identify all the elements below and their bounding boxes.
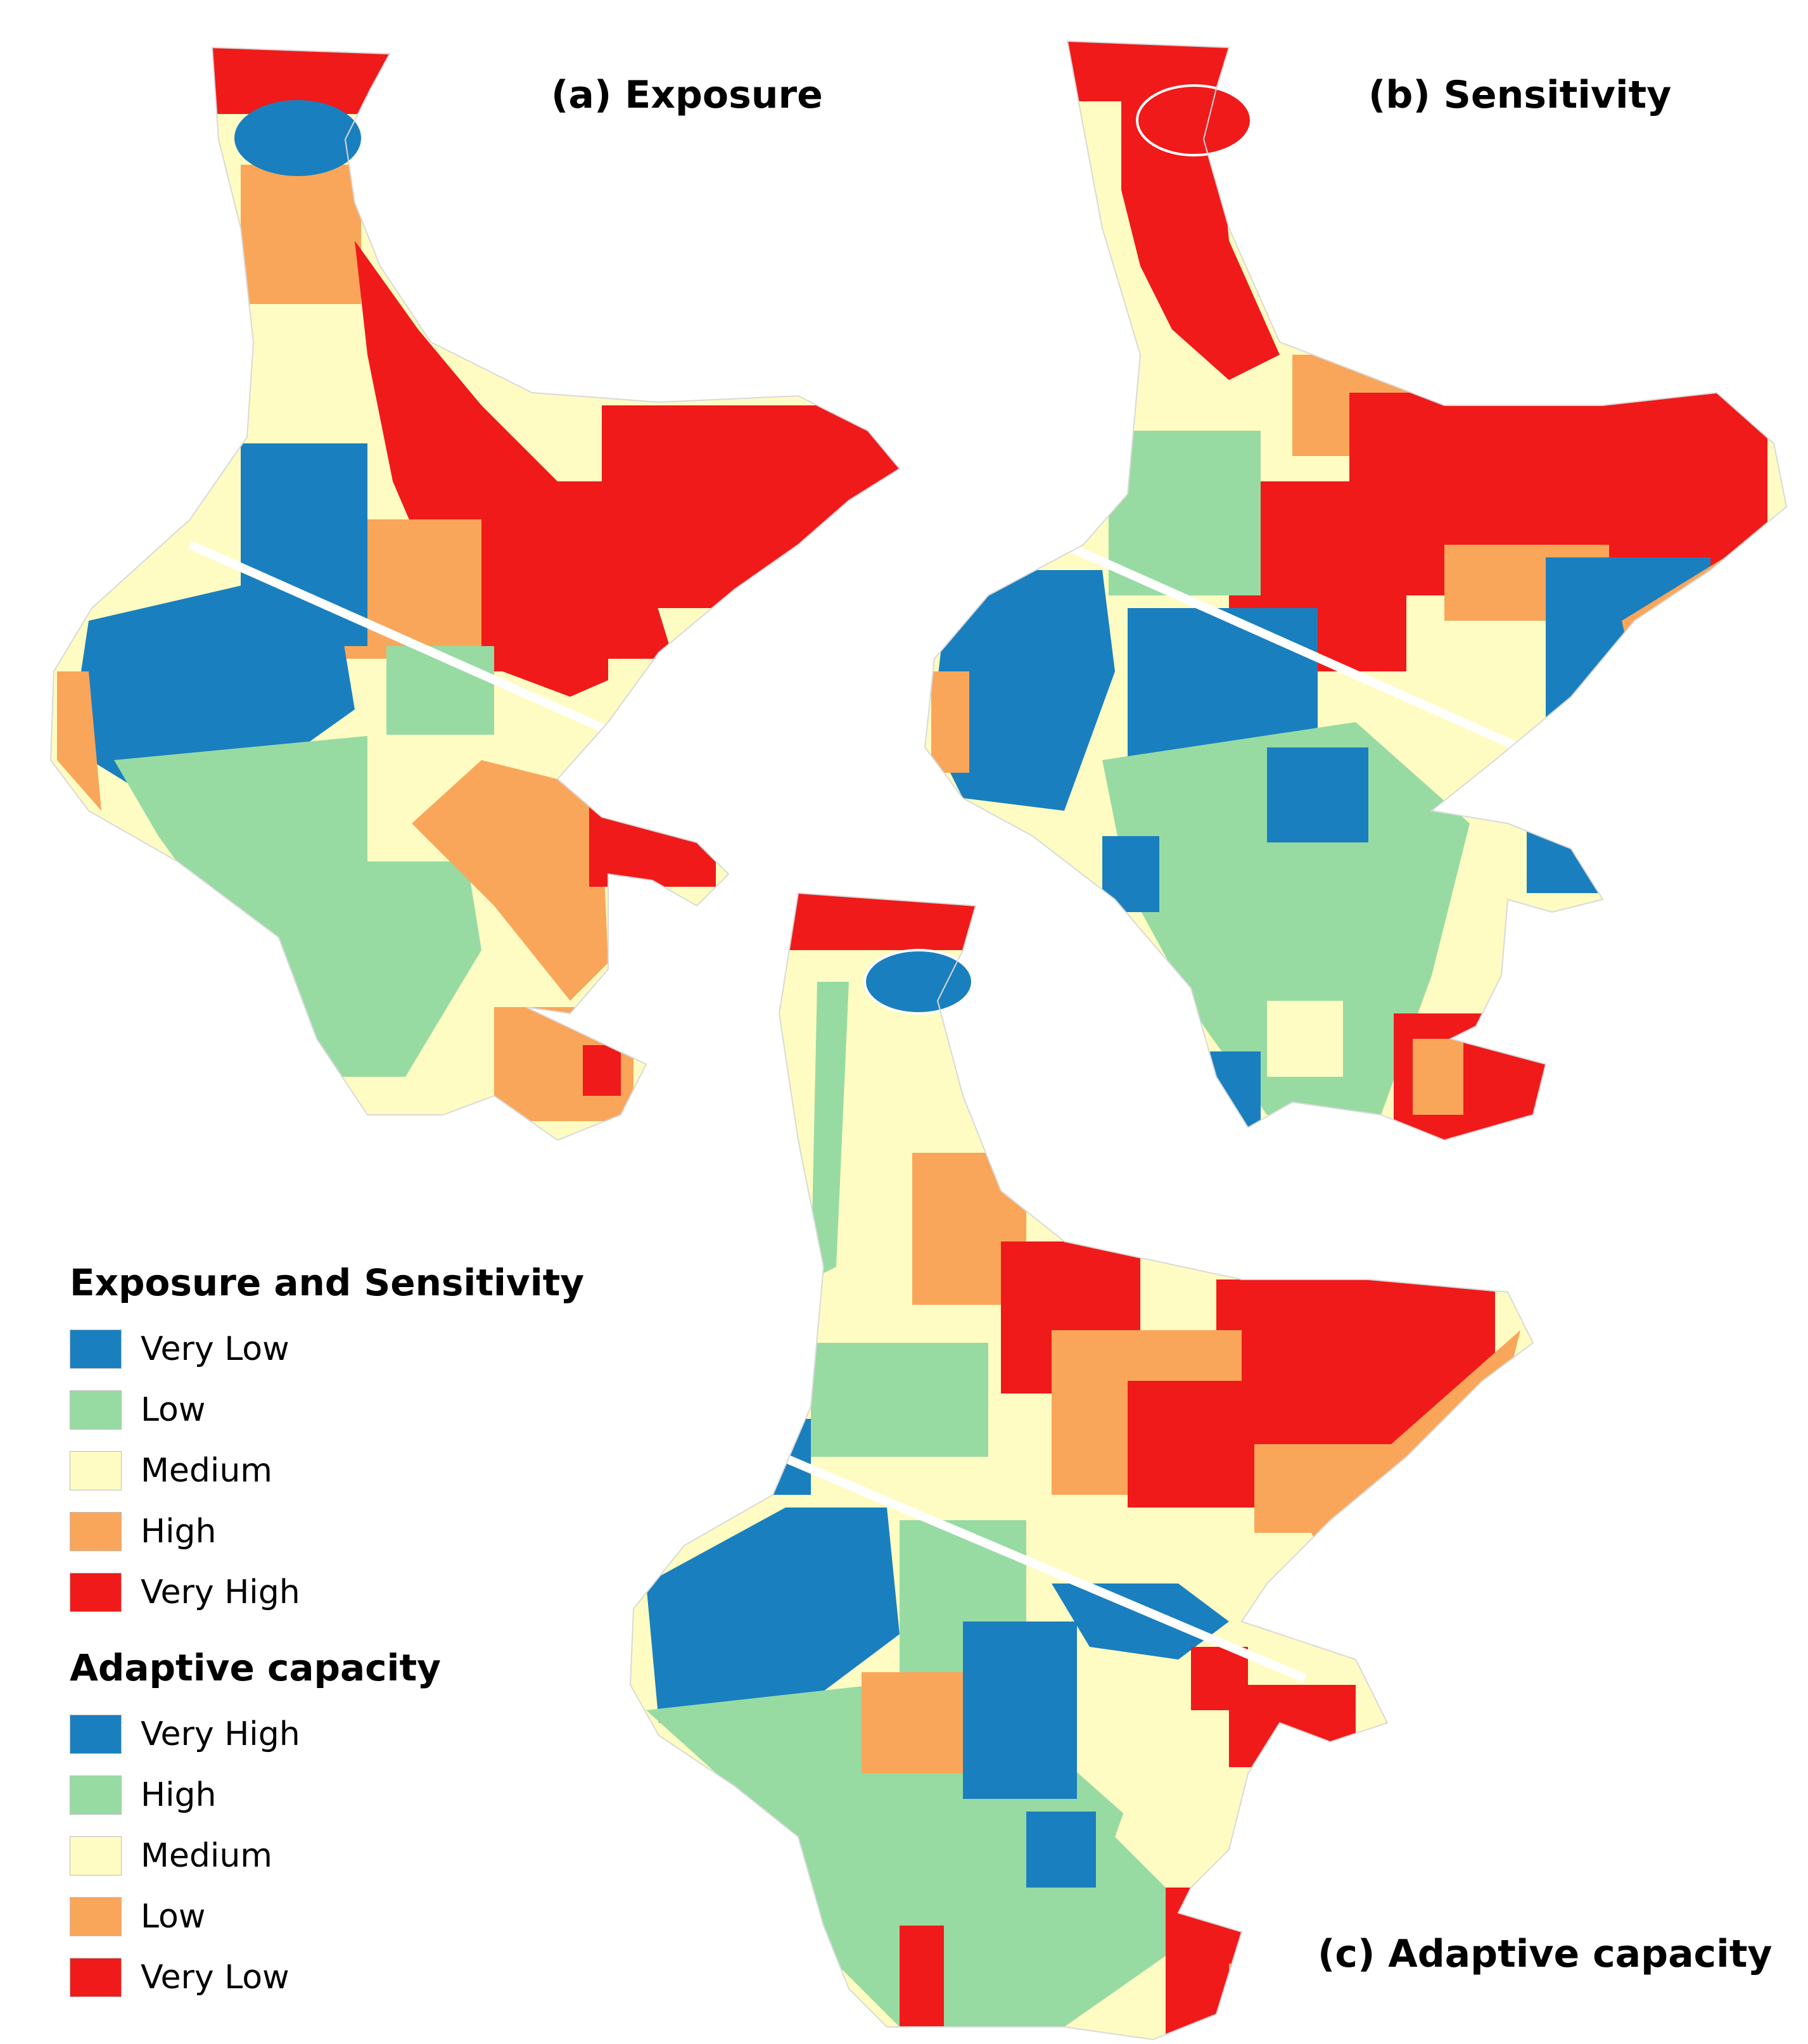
legend-swatch xyxy=(70,1958,122,1997)
legend-item: Medium xyxy=(70,1825,640,1886)
map-panel-exposure: (a) Exposure xyxy=(0,0,950,1172)
legend-label: Low xyxy=(141,1898,206,1936)
legend-swatch xyxy=(70,1715,122,1754)
legend-item: High xyxy=(70,1765,640,1825)
legend-item: Low xyxy=(70,1380,640,1440)
legend-label: High xyxy=(141,1776,217,1814)
legend-item: Very High xyxy=(70,1704,640,1765)
legend-swatch xyxy=(70,1451,122,1490)
reservoir-sensitivity xyxy=(1136,84,1252,156)
legend-group-exposure-sensitivity: Exposure and Sensitivity Very Low Low Me… xyxy=(70,1260,640,1623)
main-road-exposure xyxy=(188,540,762,803)
legend-group-adaptive-capacity: Adaptive capacity Very High High Medium … xyxy=(70,1646,640,2008)
main-road-adaptive-capacity xyxy=(720,1427,1307,1683)
legend-swatch xyxy=(70,1836,122,1876)
legend-label: Very Low xyxy=(141,1958,290,1996)
legend-label: Medium xyxy=(141,1452,272,1490)
legend-label: Medium xyxy=(141,1837,272,1875)
legend-swatch xyxy=(70,1573,122,1612)
legend-swatch xyxy=(70,1390,122,1430)
legend-item: Medium xyxy=(70,1440,640,1501)
legend-swatch xyxy=(70,1775,122,1815)
legend-swatch xyxy=(70,1897,122,1936)
legend-heading: Exposure and Sensitivity xyxy=(70,1261,585,1304)
legend-label: High xyxy=(141,1513,217,1551)
legend-item: Very Low xyxy=(70,1947,640,2008)
reservoir-adaptive-capacity xyxy=(863,949,974,1015)
legend-label: Very High xyxy=(141,1573,300,1611)
legend-item: Very Low xyxy=(70,1319,640,1380)
map-legend: Exposure and Sensitivity Very Low Low Me… xyxy=(70,1260,640,2008)
legend-item: Very High xyxy=(70,1562,640,1623)
legend-label: Very High xyxy=(141,1715,300,1753)
legend-item: High xyxy=(70,1501,640,1562)
legend-swatch xyxy=(70,1512,122,1551)
panel-title-adaptive-capacity: (c) Adaptive capacity xyxy=(1318,1932,1773,1976)
legend-label: Very Low xyxy=(141,1330,290,1368)
reservoir-exposure xyxy=(234,100,361,176)
adaptive-capacity-map xyxy=(629,892,1534,2041)
main-road-sensitivity xyxy=(1062,540,1649,809)
map-panel-sensitivity: (b) Sensitivity xyxy=(874,0,1808,1172)
map-panel-adaptive-capacity: (c) Adaptive capacity xyxy=(608,887,1808,2044)
legend-item: Low xyxy=(70,1886,640,1947)
sensitivity-map xyxy=(924,40,1788,1141)
exposure-map xyxy=(49,46,901,1141)
panel-title-exposure: (a) Exposure xyxy=(551,73,823,117)
panel-title-sensitivity: (b) Sensitivity xyxy=(1368,73,1672,117)
legend-label: Low xyxy=(141,1391,206,1429)
legend-swatch xyxy=(70,1330,122,1369)
legend-heading: Adaptive capacity xyxy=(70,1646,441,1689)
